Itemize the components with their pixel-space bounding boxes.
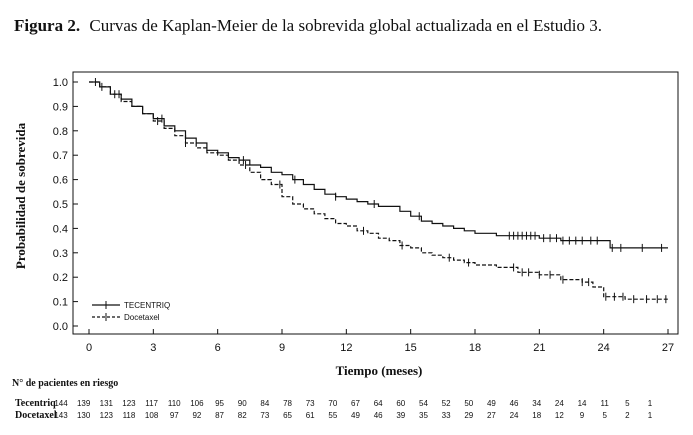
- y-tick-label: 0.0: [53, 321, 68, 333]
- risk-count-docetaxel: 55: [328, 411, 337, 420]
- risk-count-tecentriq: 73: [306, 399, 315, 408]
- risk-count-docetaxel: 27: [487, 411, 496, 420]
- y-tick-label: 0.1: [53, 297, 68, 309]
- risk-count-tecentriq: 95: [215, 399, 224, 408]
- risk-count-docetaxel: 46: [374, 411, 383, 420]
- risk-count-docetaxel: 49: [351, 411, 360, 420]
- y-tick-label: 0.8: [53, 126, 68, 138]
- risk-count-docetaxel: 92: [192, 411, 201, 420]
- risk-count-tecentriq: 144: [54, 399, 68, 408]
- figure-caption: Curvas de Kaplan-Meier de la sobrevida g…: [89, 16, 602, 35]
- risk-count-docetaxel: 82: [238, 411, 247, 420]
- risk-count-docetaxel: 18: [532, 411, 541, 420]
- risk-count-tecentriq: 52: [442, 399, 451, 408]
- legend-label-tecentriq: TECENTRIQ: [124, 301, 170, 310]
- risk-count-docetaxel: 65: [283, 411, 292, 420]
- risk-row-label-docetaxel: Docetaxel: [15, 410, 57, 421]
- risk-count-tecentriq: 64: [374, 399, 383, 408]
- legend-label-docetaxel: Docetaxel: [124, 313, 160, 322]
- y-tick-label: 0.5: [53, 199, 68, 211]
- figure-title: Figura 2. Curvas de Kaplan-Meier de la s…: [14, 16, 602, 35]
- x-tick-label: 0: [86, 342, 92, 354]
- y-tick-label: 0.3: [53, 248, 68, 260]
- x-tick-label: 21: [533, 342, 545, 354]
- risk-count-docetaxel: 61: [306, 411, 315, 420]
- y-tick-label: 0.2: [53, 272, 68, 284]
- risk-count-tecentriq: 139: [77, 399, 91, 408]
- x-tick-label: 27: [662, 342, 674, 354]
- risk-count-docetaxel: 35: [419, 411, 428, 420]
- risk-count-docetaxel: 87: [215, 411, 224, 420]
- risk-count-tecentriq: 14: [578, 399, 587, 408]
- legend: TECENTRIQ Docetaxel: [92, 301, 170, 322]
- risk-count-tecentriq: 78: [283, 399, 292, 408]
- risk-count-docetaxel: 123: [100, 411, 114, 420]
- risk-count-tecentriq: 46: [510, 399, 519, 408]
- risk-count-docetaxel: 24: [510, 411, 519, 420]
- series-line-tecentriq: [89, 81, 668, 249]
- y-tick-label: 0.7: [53, 150, 68, 162]
- y-tick-label: 0.4: [53, 223, 68, 235]
- x-tick-label: 15: [405, 342, 417, 354]
- risk-count-docetaxel: 118: [123, 411, 136, 420]
- y-tick-label: 0.9: [53, 101, 68, 113]
- y-tick-label: 0.6: [53, 175, 68, 187]
- risk-count-tecentriq: 67: [351, 399, 360, 408]
- x-tick-label: 9: [279, 342, 285, 354]
- x-axis-label: Tiempo (meses): [336, 363, 423, 378]
- y-tick-label: 1.0: [53, 77, 68, 89]
- risk-count-tecentriq: 34: [532, 399, 541, 408]
- risk-count-tecentriq: 70: [328, 399, 337, 408]
- risk-count-tecentriq: 110: [168, 399, 181, 408]
- x-tick-label: 12: [340, 342, 352, 354]
- risk-count-tecentriq: 5: [625, 399, 630, 408]
- risk-count-docetaxel: 73: [260, 411, 269, 420]
- risk-count-docetaxel: 143: [54, 411, 68, 420]
- x-tick-label: 3: [150, 342, 156, 354]
- risk-count-tecentriq: 84: [260, 399, 269, 408]
- plot-area: 0.0 0.1 0.2 0.3 0.4 0.5 0.6 0.7 0.8 0.9 1.0 0 3 6 9 12 1…: [53, 71, 679, 354]
- risk-count-docetaxel: 108: [145, 411, 159, 420]
- y-axis-label: Probabilidad de sobrevida: [13, 122, 28, 269]
- risk-table-title: N° de pacientes en riesgo: [12, 378, 118, 389]
- risk-count-tecentriq: 54: [419, 399, 428, 408]
- risk-count-docetaxel: 9: [580, 411, 585, 420]
- risk-count-tecentriq: 60: [396, 399, 405, 408]
- x-tick-label: 24: [598, 342, 610, 354]
- risk-count-docetaxel: 12: [555, 411, 564, 420]
- risk-count-tecentriq: 123: [122, 399, 136, 408]
- risk-count-docetaxel: 1: [648, 411, 653, 420]
- risk-count-tecentriq: 131: [100, 399, 114, 408]
- risk-count-docetaxel: 97: [170, 411, 179, 420]
- series-line-docetaxel: [89, 81, 668, 300]
- risk-count-tecentriq: 49: [487, 399, 496, 408]
- risk-count-tecentriq: 90: [238, 399, 247, 408]
- x-tick-label: 18: [469, 342, 481, 354]
- figure-label: Figura 2.: [14, 16, 80, 35]
- risk-count-tecentriq: 1: [648, 399, 653, 408]
- risk-count-docetaxel: 29: [464, 411, 473, 420]
- risk-row-label-tecentriq: Tecentriq: [15, 398, 56, 409]
- risk-count-docetaxel: 39: [396, 411, 405, 420]
- risk-count-docetaxel: 5: [602, 411, 607, 420]
- risk-count-docetaxel: 130: [77, 411, 91, 420]
- x-tick-label: 6: [215, 342, 221, 354]
- risk-count-tecentriq: 50: [464, 399, 473, 408]
- risk-count-tecentriq: 106: [190, 399, 204, 408]
- risk-count-docetaxel: 2: [625, 411, 630, 420]
- risk-count-tecentriq: 11: [601, 399, 610, 408]
- plot-frame: [72, 71, 679, 335]
- risk-count-tecentriq: 117: [145, 399, 158, 408]
- risk-count-docetaxel: 33: [442, 411, 451, 420]
- risk-count-tecentriq: 24: [555, 399, 564, 408]
- risk-table: 144 139 131 123 117 110 106 95 90 84 78 73 70 67 64 60 5…: [54, 399, 652, 420]
